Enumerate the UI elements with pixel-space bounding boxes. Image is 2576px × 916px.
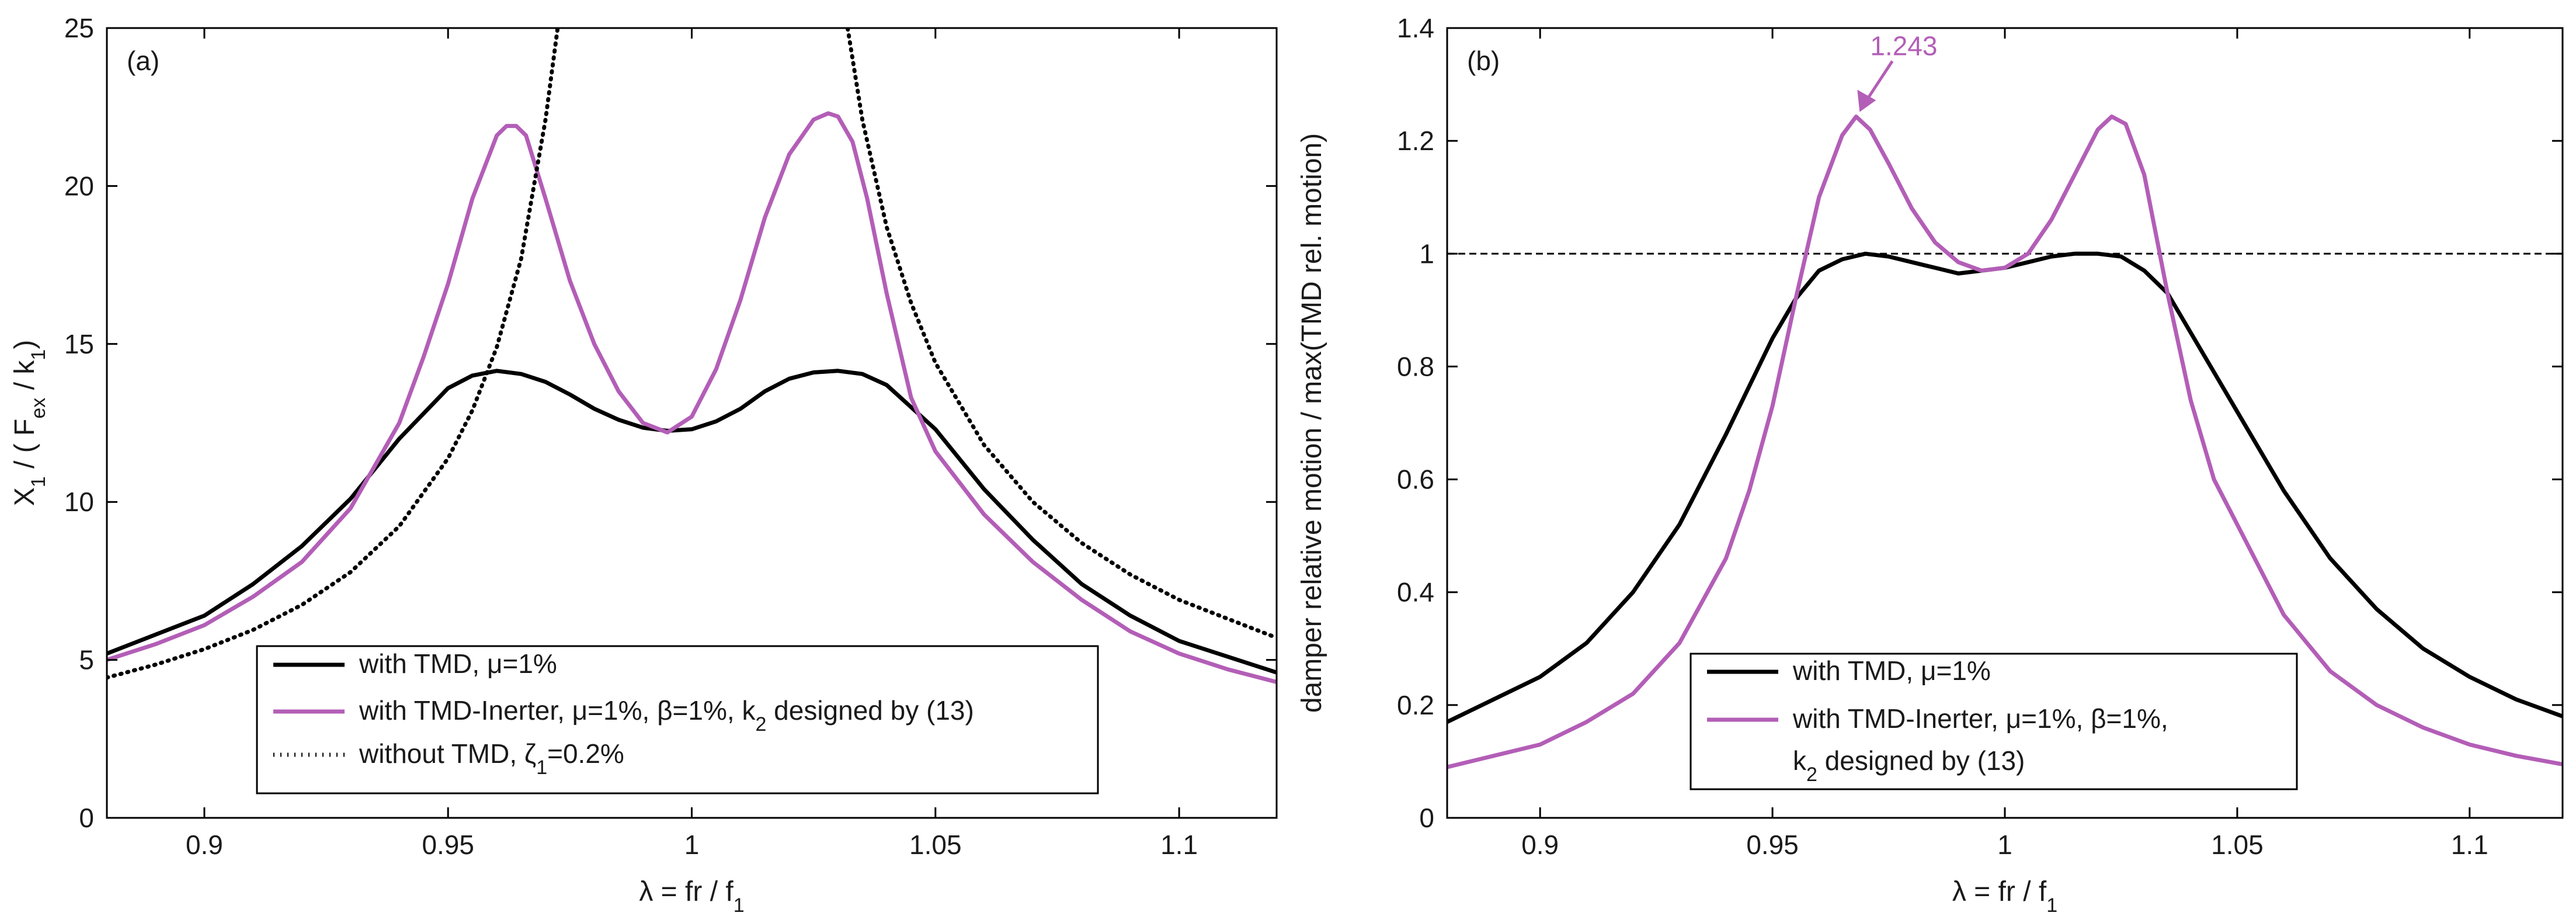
panel-b: 0.9 0.95 1 1.05 1.1 0 0.2 0.4 0.6 0.8 1 1.2 1.4 (b) λ … (1296, 13, 2564, 916)
x-axis-title: λ = fr / f1 (1952, 876, 2057, 916)
x-tick-label: 1 (1997, 830, 2012, 860)
x-tick-label: 1.1 (1160, 830, 1198, 860)
series-line-a-2 (107, 111, 1277, 684)
y-tick-label: 25 (64, 13, 94, 43)
x-tick-label: 1.1 (2451, 830, 2488, 860)
y-tick-label: 0.4 (1397, 577, 1434, 608)
y-tick-label: 1.2 (1397, 126, 1434, 156)
legend-label: without TMD, ζ1=0.2% (359, 738, 624, 779)
panel-label: (a) (127, 46, 159, 76)
y-tick-label: 1.4 (1397, 13, 1434, 43)
series-line-a-3 (107, 28, 1277, 680)
legend-label: with TMD-Inerter, μ=1%, β=1%, (1792, 703, 2168, 734)
legend-box (256, 645, 1099, 794)
y-tick-label: 20 (64, 171, 94, 201)
annotation-label: 1.243 (1870, 31, 1937, 61)
annotation-arrow-head (1857, 89, 1876, 112)
x-tick-label: 1.05 (2211, 830, 2264, 860)
y-axis-title: X1 / ( Fex / k1) (9, 340, 50, 506)
series-line-b-2 (1447, 114, 2563, 769)
y-tick-label: 1 (1419, 238, 1434, 269)
y-axis-title: damper relative motion / max(TMD rel. mo… (1296, 133, 1327, 713)
series-group (1447, 114, 2563, 769)
y-tick-label: 10 (64, 487, 94, 517)
x-tick-label: 1 (684, 830, 700, 860)
y-tick-label: 0.6 (1397, 464, 1434, 495)
legend-label: with TMD-Inerter, μ=1%, β=1%, k2 designe… (359, 695, 974, 735)
y-tick-label: 0.2 (1397, 690, 1434, 720)
legend-label: with TMD, μ=1% (359, 648, 557, 679)
series-group (107, 28, 1277, 684)
legend-label: k2 designed by (13) (1793, 745, 2025, 786)
legend-box (1689, 653, 2298, 790)
legend-label: with TMD, μ=1% (1792, 655, 1991, 686)
x-tick-label: 0.9 (186, 830, 223, 860)
x-tick-label: 0.95 (1746, 830, 1799, 860)
x-tick-label: 1.05 (909, 830, 962, 860)
x-tick-label: 0.9 (1521, 830, 1559, 860)
panel-label: (b) (1467, 46, 1500, 76)
x-tick-label: 0.95 (422, 830, 474, 860)
y-tick-label: 15 (64, 329, 94, 359)
series-line-b-1 (1447, 251, 2563, 724)
y-tick-label: 5 (79, 645, 94, 675)
y-tick-label: 0 (79, 803, 94, 833)
x-axis-title: λ = fr / f1 (639, 876, 744, 916)
panel-a: 0.9 0.95 1 1.05 1.1 0 5 10 15 20 25 (a) λ = fr / f1 X… (9, 13, 1278, 916)
y-tick-label: 0.8 (1397, 351, 1434, 381)
y-tick-label: 0 (1419, 803, 1434, 833)
